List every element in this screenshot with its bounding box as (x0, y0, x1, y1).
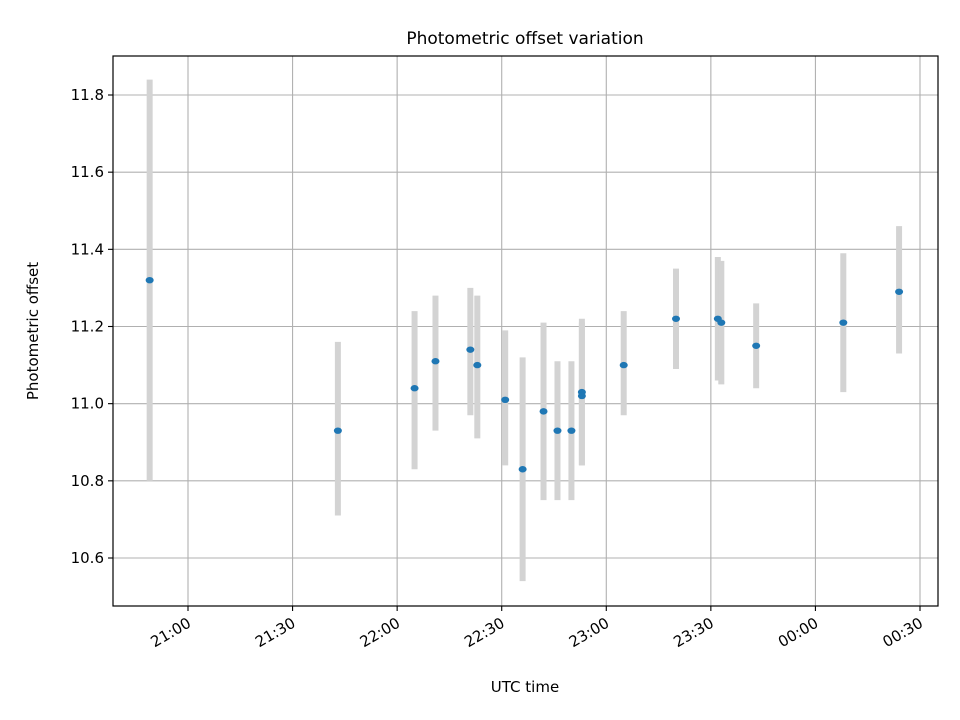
data-point (473, 361, 482, 369)
data-point (466, 346, 475, 353)
data-point (577, 392, 586, 400)
y-tick-label: 11.4 (71, 240, 104, 258)
data-point (619, 361, 628, 369)
y-tick-label: 10.6 (71, 549, 104, 567)
data-points (145, 277, 904, 473)
data-point (672, 315, 680, 322)
data-point (839, 319, 848, 326)
y-axis-ticks: 10.6 10.8 11.0 11.2 11.4 11.6 11.8 (71, 86, 113, 567)
y-tick-label: 11.6 (71, 163, 104, 181)
y-tick-label: 10.8 (71, 472, 104, 490)
data-point (752, 342, 761, 349)
data-point (410, 385, 419, 392)
y-tick-label: 11.0 (71, 395, 104, 413)
data-point (567, 427, 576, 434)
data-point (501, 396, 510, 404)
data-point (431, 358, 440, 365)
data-point (553, 427, 562, 434)
data-point (333, 427, 342, 434)
plot-frame (112, 55, 939, 607)
data-point (539, 408, 548, 415)
y-tick-label: 11.2 (71, 318, 104, 336)
data-point (895, 288, 904, 295)
chart-title: Photometric offset variation (406, 29, 643, 49)
y-axis-label: Photometric offset (24, 262, 42, 400)
x-axis-label: UTC time (491, 678, 559, 696)
y-tick-label: 11.8 (71, 86, 104, 104)
data-point (717, 319, 726, 326)
data-point (518, 466, 527, 473)
data-point (145, 277, 154, 284)
